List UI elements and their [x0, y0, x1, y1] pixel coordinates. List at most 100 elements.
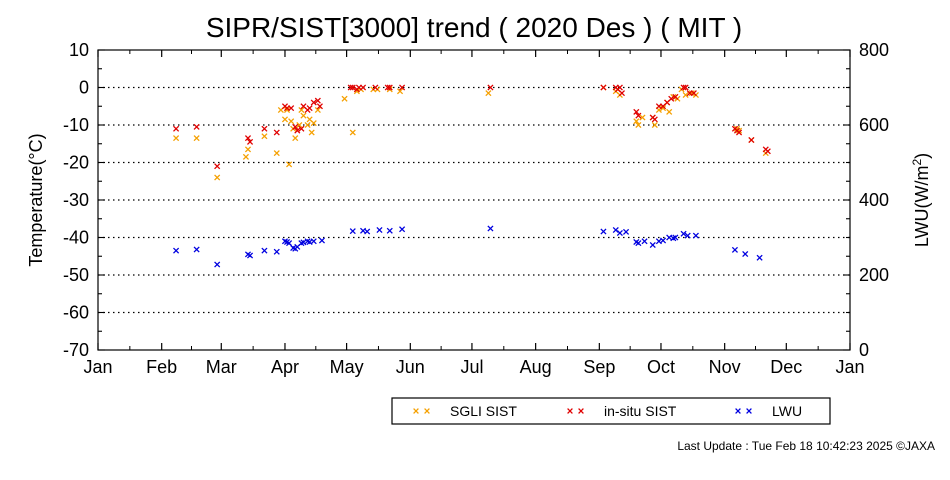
point-in-situ-sist [616, 84, 623, 91]
x-tick-label: Apr [271, 357, 299, 377]
point-sgli-sist [659, 105, 667, 112]
marker-stroke [680, 84, 687, 91]
point-sgli-sist [666, 108, 673, 115]
marker-stroke [173, 247, 180, 254]
marker-stroke [214, 174, 221, 181]
point-in-situ-sist [347, 84, 354, 91]
point-sgli-sist [349, 129, 356, 136]
point-lwu [300, 239, 307, 246]
marker-stroke [273, 129, 280, 136]
point-sgli-sist [298, 106, 305, 114]
marker-stroke [244, 135, 252, 142]
point-in-situ-sist [294, 127, 301, 134]
marker-stroke [349, 228, 356, 235]
legend-insitu-marker [567, 408, 573, 414]
marker-stroke [424, 408, 430, 414]
x-tick-label: Jun [396, 357, 425, 377]
x-tick-label: May [330, 357, 364, 377]
marker-stroke [633, 118, 640, 125]
point-sgli-sist [688, 90, 695, 97]
legend-insitu-marker [578, 408, 584, 414]
marker-stroke [292, 123, 299, 130]
x-tick-label: Jul [460, 357, 483, 377]
point-sgli-sist [735, 127, 743, 134]
point-lwu [246, 252, 254, 259]
marker-stroke [635, 240, 642, 247]
point-sgli-sist [286, 161, 293, 168]
marker-stroke [742, 250, 749, 258]
point-sgli-sist [304, 121, 311, 129]
y-axis-left-label: Temperature(°C) [26, 133, 46, 266]
chart-title: SIPR/SIST[3000] trend ( 2020 Des ) ( MIT… [206, 12, 742, 43]
point-lwu [193, 246, 200, 253]
point-sgli-sist [310, 120, 317, 127]
y-left-tick-label: -20 [63, 153, 89, 173]
marker-stroke [635, 112, 642, 119]
axis-ticks [97, 49, 851, 351]
marker-stroke [413, 408, 419, 414]
point-sgli-sist [314, 106, 321, 114]
marker-stroke [633, 108, 640, 115]
marker-stroke [635, 121, 642, 129]
point-sgli-sist [396, 88, 404, 95]
marker-stroke [300, 112, 307, 119]
y-axis-right-label-main: LWU(W/m [912, 166, 932, 248]
marker-stroke [341, 95, 348, 102]
y-left-tick-label: -10 [63, 115, 89, 135]
x-tick-label: Aug [520, 357, 552, 377]
legend: SGLI SIST in-situ SIST LWU [391, 397, 831, 425]
marker-stroke [244, 146, 252, 153]
marker-stroke [364, 228, 371, 235]
point-in-situ-sist [487, 84, 494, 91]
marker-stroke [618, 90, 625, 97]
marker-stroke [764, 148, 771, 155]
y-left-tick-labels: 10 0 -10 -20 -30 -40 -50 -60 -70 [63, 40, 89, 360]
x-tick-label: Dec [770, 357, 802, 377]
marker-stroke [244, 251, 252, 258]
marker-stroke [304, 121, 311, 129]
legend-insitu-label: in-situ SIST [604, 403, 677, 419]
marker-stroke [246, 138, 254, 145]
marker-stroke [314, 106, 321, 114]
point-in-situ-sist [310, 99, 317, 106]
point-lwu [318, 237, 326, 244]
marker-stroke [651, 116, 658, 123]
point-in-situ-sist [244, 135, 252, 142]
marker-stroke [735, 129, 743, 136]
marker-stroke [672, 234, 679, 241]
point-sgli-sist [273, 150, 280, 157]
x-tick-label: Mar [206, 357, 237, 377]
marker-stroke [306, 238, 313, 246]
x-tick-label: Feb [146, 357, 177, 377]
point-sgli-sist [639, 114, 646, 121]
y-right-tick-label: 200 [859, 265, 889, 285]
marker-stroke [298, 106, 305, 114]
y-left-tick-label: 0 [79, 78, 89, 98]
marker-stroke [578, 408, 584, 414]
marker-stroke [310, 99, 317, 106]
y-right-tick-label: 800 [859, 40, 889, 60]
marker-stroke [261, 247, 268, 254]
point-lwu [214, 261, 221, 268]
marker-stroke [622, 228, 630, 235]
marker-stroke [193, 246, 200, 253]
legend-lwu-label: LWU [772, 403, 802, 419]
point-in-situ-sist [672, 93, 679, 100]
point-in-situ-sist [173, 125, 180, 132]
point-sgli-sist [308, 129, 315, 136]
point-in-situ-sist [306, 105, 313, 112]
marker-stroke [294, 127, 301, 134]
point-in-situ-sist [682, 84, 689, 91]
marker-stroke [684, 232, 691, 239]
marker-stroke [748, 136, 755, 144]
y-right-tick-label: 400 [859, 190, 889, 210]
point-sgli-sist [242, 153, 249, 160]
marker-stroke [659, 105, 667, 112]
x-tick-label: Jan [83, 357, 112, 377]
marker-stroke [616, 84, 623, 91]
marker-stroke [399, 84, 406, 91]
point-in-situ-sist [399, 84, 406, 91]
marker-stroke [286, 161, 293, 168]
point-lwu [649, 241, 656, 249]
